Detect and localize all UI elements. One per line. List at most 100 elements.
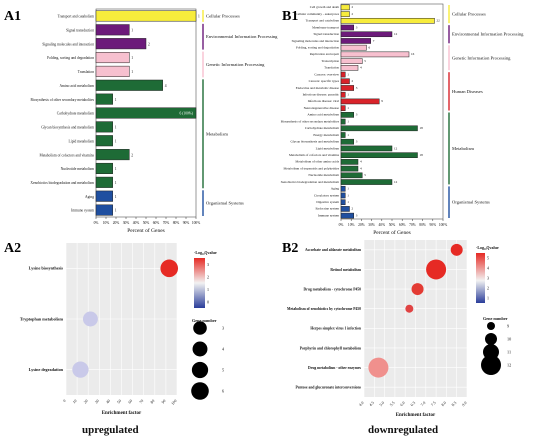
term-label: Drug metabolism - cytochrome P450 (304, 287, 362, 291)
panel-tag-b2: B2 (282, 241, 298, 256)
size-legend-circle (191, 361, 209, 379)
x-tick-label: 8.0 (440, 400, 447, 407)
x-tick-label: 6.5 (409, 400, 416, 407)
x-axis-label: Percent of Genes (373, 229, 411, 236)
x-tick-label: 7.5 (430, 400, 437, 407)
category-label: Nucleotide metabolism (61, 167, 95, 171)
size-legend-circle (193, 321, 207, 335)
data-label: 1 (347, 72, 349, 76)
colorbar-tick-label: 0 (207, 299, 209, 304)
term-label: Retinol metabolism (330, 268, 362, 272)
category-label: Endocrine and metabolic disease (296, 86, 340, 90)
data-label: 1 (347, 193, 349, 197)
bar (340, 98, 380, 105)
data-point (426, 259, 447, 280)
bar (340, 185, 346, 192)
x-tick-label: 80% (173, 221, 180, 225)
data-label: 1 (347, 119, 349, 123)
category-label: Cancers: specific types (309, 79, 340, 83)
bar (340, 38, 371, 44)
data-label: 1 (115, 195, 117, 199)
x-axis-label: Enrichment factor (396, 413, 436, 418)
data-label: 6 (100%) (180, 112, 194, 116)
category-label: Immune system (71, 209, 94, 213)
size-legend-circle (192, 341, 208, 357)
bar (95, 52, 130, 64)
group-label: Environmental Information Processing (206, 34, 278, 39)
term-label: Lysine biosynthesis (29, 266, 64, 271)
data-label: 12 (394, 146, 398, 150)
data-label: 12 (394, 32, 398, 36)
x-tick-label: 6.0 (399, 400, 406, 407)
group-label: Metabolism (206, 131, 228, 136)
term-label: Porphyrin and chlorophyll metabolism (300, 346, 362, 350)
data-label: 12 (394, 180, 398, 184)
colorbar-title: -Log₁₀Qvalue (194, 250, 217, 255)
data-label: 2 (148, 42, 150, 46)
x-tick-label: 40% (379, 223, 386, 227)
bar (340, 24, 354, 31)
data-label: 2 (131, 153, 133, 157)
x-tick-label: 70% (409, 223, 416, 227)
category-label: Neurodegenerative disease (304, 106, 340, 110)
data-label: 1 (198, 15, 200, 19)
group-label: Metabolism (452, 146, 474, 151)
colorbar-tick-label: 3 (487, 276, 489, 281)
x-tick-label: 90 (160, 398, 166, 404)
category-label: Xenobiotics biodegradation and metabolis… (30, 181, 94, 185)
category-label: Metabolism of terpenoids and polyketides (284, 166, 340, 170)
data-label: 1 (131, 70, 133, 74)
category-label: Glycan biosynthesis and metabolism (41, 126, 94, 130)
term-label: Lysine degradation (29, 367, 64, 372)
category-label: Transport and catabolism (306, 19, 340, 23)
x-tick-label: 0 (62, 398, 67, 403)
data-label: 2 (352, 5, 354, 9)
bar (95, 24, 130, 36)
data-label: 18 (420, 153, 424, 157)
data-label: 9 (381, 99, 383, 103)
data-point (368, 357, 389, 378)
bar (340, 145, 393, 152)
category-label: Signal transduction (66, 28, 94, 32)
x-tick-label: 90% (183, 221, 190, 225)
x-tick-label: 60 (127, 398, 133, 404)
group-label: Cellular Processes (452, 12, 486, 17)
category-label: Cellular community - eukaryotes (296, 12, 340, 16)
bar (340, 44, 367, 51)
x-tick-label: 70 (138, 398, 144, 404)
category-label: Membrane transport (312, 25, 339, 29)
bar (95, 135, 113, 147)
term-label: Pentose and glucuronate interconversions (295, 386, 361, 390)
category-label: Amino acid metabolism (59, 84, 94, 88)
bar (340, 17, 435, 24)
data-label: 7 (373, 39, 375, 43)
size-legend-label: 4 (222, 347, 225, 352)
category-label: Replication and repair (310, 52, 340, 56)
bar (340, 206, 350, 212)
panel-tag-b1: B1 (282, 9, 298, 24)
term-label: Ascorbate and aldarate metabolism (305, 248, 362, 252)
term-label: Herpes simplex virus 1 infection (310, 327, 361, 331)
category-label: Amino acid metabolism (307, 113, 339, 117)
data-label: 1 (347, 133, 349, 137)
x-tick-label: 60% (153, 221, 160, 225)
category-label: Aging (85, 195, 94, 199)
bar (340, 105, 346, 111)
bar (340, 212, 354, 219)
x-tick-label: 20% (358, 223, 365, 227)
bar (340, 58, 363, 64)
colorbar-title: -Log₁₀Qvalue (476, 245, 499, 250)
data-label: 2 (352, 207, 354, 211)
bar (340, 159, 359, 165)
colorbar-tick-label: 1 (487, 296, 489, 301)
group-label: Organismal Systems (452, 200, 490, 205)
size-legend-title: Gene number (483, 316, 508, 321)
x-tick-label: 70% (163, 221, 170, 225)
bar (340, 199, 346, 206)
panel-tag-a2: A2 (4, 241, 21, 256)
size-legend-label: 6 (222, 389, 224, 394)
x-tick-label: 100% (192, 221, 200, 225)
x-tick-label: 5.5 (389, 400, 396, 407)
bar (340, 172, 363, 179)
bar (340, 31, 393, 38)
